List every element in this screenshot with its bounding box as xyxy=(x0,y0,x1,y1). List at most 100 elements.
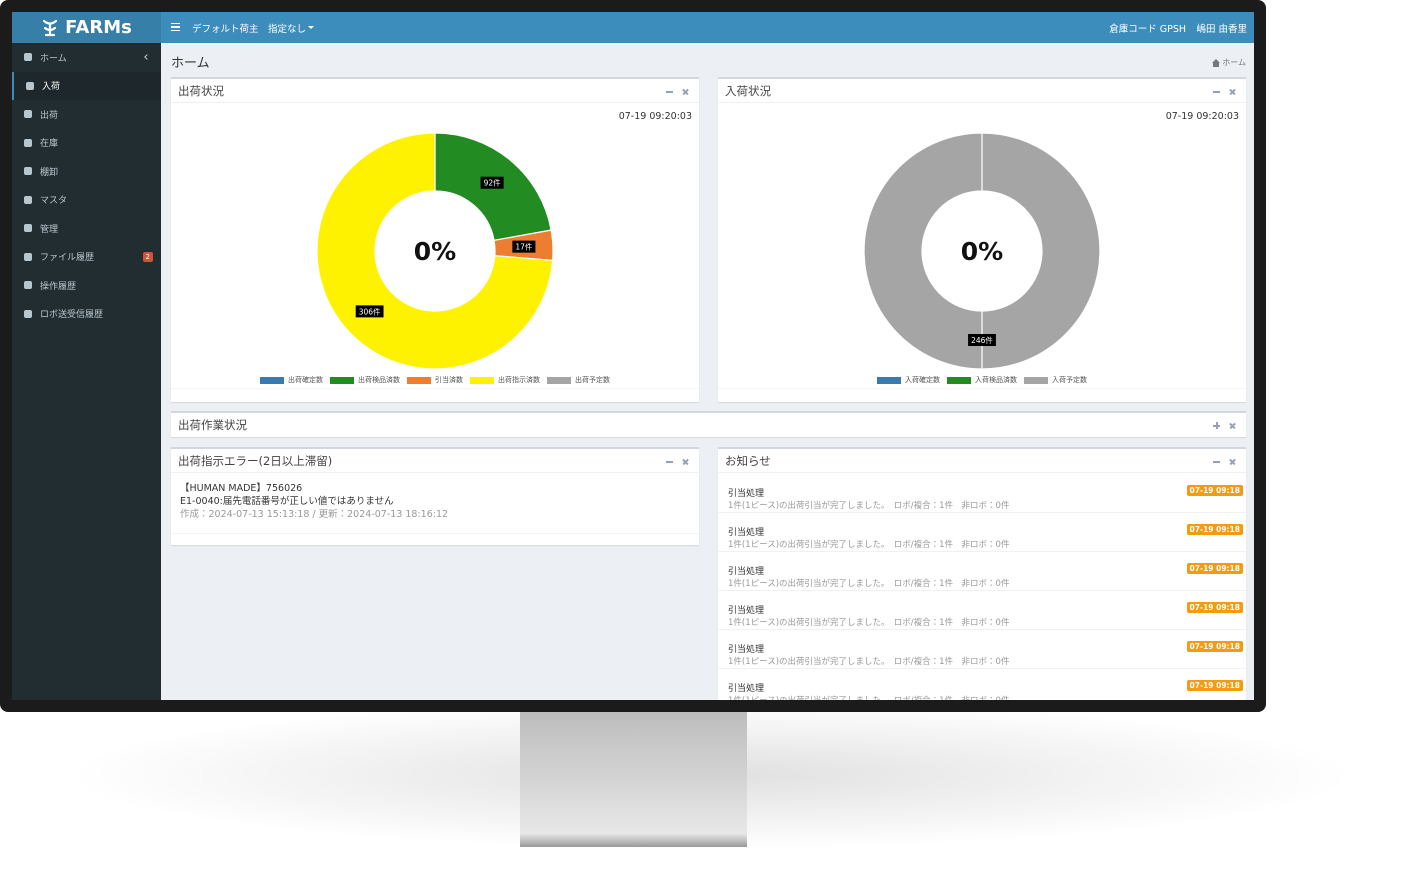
notice-body: 1件(1ピース)の出荷引当が完了しました。 ロボ/複合：1件 非ロボ：0件 xyxy=(728,579,1010,589)
nav-item[interactable]: 操作履歴 xyxy=(12,271,161,300)
legend-label: 出荷指示済数 xyxy=(498,376,540,384)
nav-icon xyxy=(24,195,32,204)
nav-item[interactable]: マスタ xyxy=(12,186,161,215)
donut-chart: 246件 0% xyxy=(863,132,1101,370)
nav-item[interactable]: 管理 xyxy=(12,214,161,243)
nav-chevron xyxy=(144,54,150,60)
center-label: 0% xyxy=(961,237,1003,266)
notice-body: 1件(1ピース)の出荷引当が完了しました。 ロボ/複合：1件 非ロボ：0件 xyxy=(728,657,1010,667)
legend-label: 引当済数 xyxy=(435,376,463,384)
close-button[interactable] xyxy=(1229,422,1236,429)
error-entry[interactable]: 【HUMAN MADE】756026 E1-0040:届先電話番号が正しい値ではあ… xyxy=(180,482,699,521)
nav-item[interactable]: ホーム xyxy=(12,43,161,72)
timestamp: 07-19 09:20:03 xyxy=(1165,111,1239,122)
panel-title: 入荷状況 xyxy=(725,84,771,98)
nav-item[interactable]: 出荷 xyxy=(12,100,161,129)
value-label: 246件 xyxy=(968,334,996,346)
nav-label: 入荷 xyxy=(42,82,61,93)
nav-item[interactable]: 在庫 xyxy=(12,129,161,158)
shipper-select[interactable]: デフォルト荷主 xyxy=(192,24,259,35)
top-bar: デフォルト荷主 指定なし 倉庫コード GPSH 嶋田 由香里 xyxy=(161,12,1254,43)
notice-body: 1件(1ピース)の出荷引当が完了しました。 ロボ/複合：1件 非ロボ：0件 xyxy=(728,501,1010,511)
legend-item[interactable]: 入荷予定数 xyxy=(1024,375,1087,385)
notice-time: 07-19 09:18 xyxy=(1186,641,1243,652)
error-panel: 出荷指示エラー(2日以上滞留) 【HUMAN MADE】756026 E1-004… xyxy=(171,447,699,545)
legend: 入荷確定数 入荷検品済数 入荷予定数 xyxy=(718,375,1246,385)
legend-item[interactable]: 入荷検品済数 xyxy=(947,375,1017,385)
notice-item[interactable]: 引当処理 1件(1ピース)の出荷引当が完了しました。 ロボ/複合：1件 非ロボ：0… xyxy=(718,474,1246,513)
legend-item[interactable]: 引当済数 xyxy=(407,375,463,385)
expand-button[interactable] xyxy=(1213,422,1220,429)
nav-label: 管理 xyxy=(40,224,59,235)
panel-title: 出荷指示エラー(2日以上滞留) xyxy=(178,454,333,468)
panel-title: 出荷作業状況 xyxy=(178,418,247,432)
nav-item[interactable]: 入荷 xyxy=(12,71,161,100)
close-button[interactable] xyxy=(1229,458,1236,465)
nav-label: マスタ xyxy=(40,196,68,207)
user-name[interactable]: 嶋田 由香里 xyxy=(1196,24,1247,35)
legend-swatch xyxy=(407,376,431,384)
logo[interactable]: FARMs xyxy=(12,12,161,43)
nav-item[interactable]: 棚卸 xyxy=(12,157,161,186)
nav-label: ロボ送受信履歴 xyxy=(40,310,104,321)
home-icon xyxy=(1212,58,1221,67)
collapse-button[interactable] xyxy=(666,458,673,465)
nav-label: ホーム xyxy=(40,53,67,64)
notice-title: 引当処理 xyxy=(728,489,765,499)
filter-select[interactable]: 指定なし xyxy=(268,24,307,35)
nav-item[interactable]: ファイル履歴 2 xyxy=(12,243,161,272)
value-label-bg xyxy=(512,240,536,253)
close-button[interactable] xyxy=(682,88,689,95)
sidebar: ホーム入荷出荷在庫棚卸マスタ管理ファイル履歴 2 操作履歴ロボ送受信履歴 xyxy=(12,43,161,700)
collapse-button[interactable] xyxy=(1213,88,1220,95)
monitor-stand xyxy=(520,712,747,847)
legend-item[interactable]: 出荷確定数 xyxy=(260,375,323,385)
legend-swatch xyxy=(470,376,494,384)
legend: 出荷確定数 出荷検品済数 引当済数 出荷指示済数 出荷予定数 xyxy=(171,375,699,385)
value-label-text: 246件 xyxy=(971,335,993,345)
panel-header xyxy=(718,79,1246,103)
nav-icon xyxy=(24,281,32,289)
donut-chart: 92件 17件 306件 0% xyxy=(316,132,554,370)
legend-item[interactable]: 入荷確定数 xyxy=(877,375,940,385)
work-status-panel: 出荷作業状況 xyxy=(171,411,1246,437)
breadcrumb: ホーム xyxy=(1212,57,1246,68)
nav-icon xyxy=(24,110,32,118)
notice-item[interactable]: 引当処理 1件(1ピース)の出荷引当が完了しました。 ロボ/複合：1件 非ロボ：0… xyxy=(718,630,1246,669)
panel-header xyxy=(171,449,699,473)
legend-item[interactable]: 出荷予定数 xyxy=(547,375,610,385)
screen: FARMs デフォルト荷主 指定なし 倉庫コード GPSH 嶋田 由香里 ホーム… xyxy=(12,12,1254,700)
value-label-bg xyxy=(355,305,384,318)
value-label: 17件 xyxy=(512,240,536,253)
legend-item[interactable]: 出荷指示済数 xyxy=(470,375,540,385)
legend-swatch xyxy=(1024,376,1048,384)
close-button[interactable] xyxy=(1229,88,1236,95)
legend-item[interactable]: 出荷検品済数 xyxy=(330,375,400,385)
breadcrumb-item[interactable]: ホーム xyxy=(1222,58,1246,67)
legend-swatch xyxy=(947,376,971,384)
panel-header xyxy=(718,449,1246,473)
nav-icon xyxy=(24,252,32,261)
close-button[interactable] xyxy=(682,458,689,465)
shipping-panel: 出荷状況 07-19 09:20:03 92件 17件 306件 0% 出荷確定数 出荷検… xyxy=(171,77,699,402)
legend-swatch xyxy=(260,376,284,384)
nav-item[interactable]: ロボ送受信履歴 xyxy=(12,300,161,329)
value-label-bg xyxy=(968,334,996,346)
value-label-text: 306件 xyxy=(359,306,381,316)
collapse-button[interactable] xyxy=(1213,458,1220,465)
nav-label: 在庫 xyxy=(40,139,59,150)
collapse-button[interactable] xyxy=(666,88,673,95)
error-message: E1-0040:届先電話番号が正しい値ではありません xyxy=(180,496,394,507)
notice-panel: お知らせ 引当処理 1件(1ピース)の出荷引当が完了しました。 ロボ/複合：1件 … xyxy=(718,447,1246,700)
notice-title: 引当処理 xyxy=(728,684,765,694)
notice-title: 引当処理 xyxy=(728,645,765,655)
nav-icon xyxy=(26,81,34,90)
panel-footer xyxy=(171,388,699,389)
menu-toggle[interactable] xyxy=(171,23,180,31)
notice-body: 1件(1ピース)の出荷引当が完了しました。 ロボ/複合：1件 非ロボ：0件 xyxy=(728,618,1010,628)
